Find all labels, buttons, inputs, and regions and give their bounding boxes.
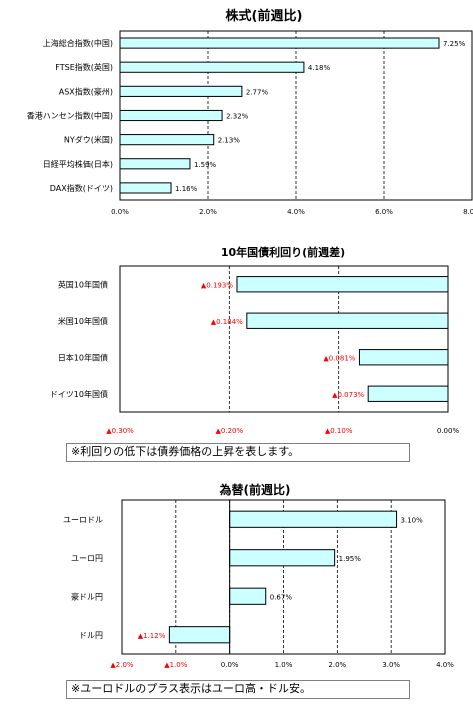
chart0-tick-label: 6.0% [375,208,393,216]
chart2-category-label: ユーロドル [63,515,103,524]
chart1-bar [236,276,449,293]
chart0-tick-label: 2.0% [199,208,217,216]
chart2-value-label: ▲1.12% [138,632,166,640]
chart0-value-label: 1.16% [175,185,198,193]
chart1-category-label: 米国10年国債 [58,316,108,326]
chart0-title: 株式(前週比) [226,8,303,24]
chart0-value-label: 1.59% [194,161,217,169]
chart2-value-label: 1.95% [339,555,362,563]
chart1-tick-label: ▲0.30% [106,427,134,435]
chart1-category-label: 英国10年国債 [58,279,108,289]
chart2-bar [229,587,267,605]
chart0-tick-label: 8.0% [463,208,473,216]
chart0-tick-label: 4.0% [287,208,305,216]
chart0-value-label: 2.77% [246,88,269,96]
chart0-category-label: ASX指数(豪州) [59,86,113,96]
chart0-category-label: FTSE指数(英国) [55,62,113,72]
chart0-category-label: 日経平均株価(日本) [43,159,113,169]
chart2-category-label: ユーロ円 [71,554,103,563]
chart1-bar [358,349,449,366]
chart0-bar [119,61,305,73]
chart2-title: 為替(前週比) [220,482,291,497]
chart0-value-label: 7.25% [443,40,466,48]
chart2-tick-label: 0.0% [221,661,239,669]
chart0-bar [119,37,440,49]
chart0-value-label: 2.13% [218,137,241,145]
chart1-value-label: ▲0.193% [201,281,233,289]
fx-footnote: ※ユーロドルのプラス表示はユーロ高・ドル安。 [66,680,410,699]
chart2-bar [229,510,398,528]
bonds-footnote: ※利回りの低下は債券価格の上昇を表します。 [66,443,410,462]
chart2-value-label: 3.10% [401,516,424,524]
chart1-value-label: ▲0.073% [332,391,364,399]
chart1-tick-label: ▲0.20% [216,427,244,435]
chart0-category-label: 香港ハンセン指数(中国) [27,111,113,121]
chart0-tick-label: 0.0% [111,208,129,216]
chart1-value-label: ▲0.081% [323,354,355,362]
chart2-value-label: 0.67% [270,593,293,601]
chart1-bar [367,385,449,402]
chart2-tick-label: 3.0% [382,661,400,669]
chart2-tick-label: 1.0% [275,661,293,669]
chart0-bar [119,85,243,97]
chart0-value-label: 2.32% [226,113,249,121]
chart2-bar [168,626,231,644]
chart2-tick-label: ▲2.0% [110,661,134,669]
chart0-category-label: 上海総合指数(中国) [43,38,113,48]
chart2-category-label: ドル円 [79,631,103,640]
chart2-tick-label: 4.0% [436,661,454,669]
chart1-category-label: 日本10年国債 [58,352,108,362]
chart1-title: 10年国債利回り(前週差) [221,245,345,259]
chart1-tick-label: ▲0.10% [325,427,353,435]
chart2-bar [229,549,336,567]
chart1-category-label: ドイツ10年国債 [50,389,108,399]
chart0-value-label: 4.18% [308,64,331,72]
chart0-bar [119,158,191,170]
chart0-bar [119,109,223,122]
chart0-bar [119,182,172,194]
chart0-category-label: DAX指数(ドイツ) [50,183,113,193]
chart2-tick-label: 2.0% [328,661,346,669]
chart2-tick-label: ▲1.0% [164,661,188,669]
chart1-plot-area [119,265,449,413]
chart0-category-label: NYダウ(米国) [64,135,113,145]
chart1-value-label: ▲0.184% [211,318,243,326]
chart1-bar [246,312,449,329]
chart2-category-label: 豪ドル円 [71,591,103,601]
chart1-tick-label: 0.00% [437,427,460,435]
chart0-bar [119,134,215,146]
